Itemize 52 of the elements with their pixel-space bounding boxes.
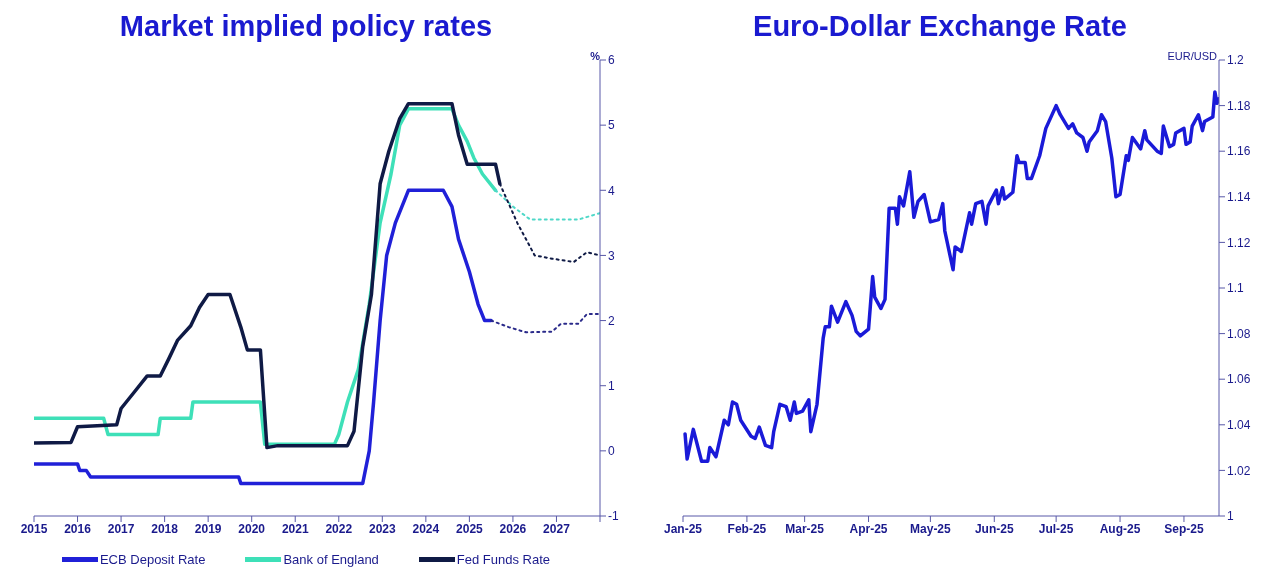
y-tick-label: 1.12 bbox=[1227, 235, 1251, 250]
y-tick-label: -1 bbox=[608, 509, 619, 524]
x-tick-label: 2020 bbox=[238, 521, 266, 536]
line-series bbox=[34, 188, 493, 486]
x-tick-label: Aug-25 bbox=[1099, 521, 1141, 536]
y-tick-label: 5 bbox=[608, 118, 615, 133]
x-tick-label: 2025 bbox=[456, 521, 484, 536]
x-tick-label: 2016 bbox=[64, 521, 92, 536]
x-tick-label: 2015 bbox=[20, 521, 48, 536]
x-tick-label: Jun-25 bbox=[974, 521, 1014, 536]
x-tick-label: 2021 bbox=[281, 521, 309, 536]
line-series bbox=[683, 90, 1219, 464]
y-tick-label: 1 bbox=[1227, 509, 1234, 524]
x-tick-label: Sep-25 bbox=[1164, 521, 1204, 536]
x-tick-label: 2027 bbox=[543, 521, 571, 536]
y-tick-label: 1.18 bbox=[1227, 98, 1251, 113]
x-tick-label: Jan-25 bbox=[663, 521, 703, 536]
y-tick-label: 0 bbox=[608, 444, 615, 459]
line-series bbox=[490, 313, 600, 334]
y-tick-label: 1.1 bbox=[1227, 281, 1245, 296]
x-tick-label: Jul-25 bbox=[1038, 521, 1074, 536]
x-tick-label: 2024 bbox=[412, 521, 440, 536]
legend-label: Bank of England bbox=[283, 552, 379, 567]
x-tick-label: Apr-25 bbox=[849, 521, 888, 536]
x-tick-label: 2018 bbox=[151, 521, 179, 536]
chart-title: Market implied policy rates bbox=[118, 9, 494, 44]
x-tick-label: 2026 bbox=[499, 521, 527, 536]
y-tick-label: 1.08 bbox=[1227, 326, 1251, 341]
y-tick-label: 4 bbox=[608, 183, 615, 198]
y-tick-label: 3 bbox=[608, 248, 615, 263]
legend-label: Fed Funds Rate bbox=[456, 552, 551, 567]
y-tick-label: 1.2 bbox=[1227, 53, 1245, 68]
y-tick-label: 1.16 bbox=[1227, 144, 1251, 159]
y-tick-label: 1.02 bbox=[1227, 463, 1251, 478]
y-axis-title: EUR/USD bbox=[1167, 50, 1217, 62]
y-tick-label: 2 bbox=[608, 313, 615, 328]
x-tick-label: 2017 bbox=[107, 521, 135, 536]
x-tick-label: Mar-25 bbox=[785, 521, 825, 536]
y-tick-label: 1 bbox=[608, 378, 615, 393]
y-tick-label: 1.04 bbox=[1227, 418, 1251, 433]
x-tick-label: 2022 bbox=[325, 521, 353, 536]
line-series bbox=[494, 189, 600, 221]
legend-label: ECB Deposit Rate bbox=[99, 552, 206, 567]
y-tick-label: 1.06 bbox=[1227, 372, 1251, 387]
y-tick-label: 6 bbox=[608, 53, 615, 68]
chart-title: Euro-Dollar Exchange Rate bbox=[752, 9, 1128, 44]
x-tick-label: Feb-25 bbox=[727, 521, 767, 536]
y-tick-label: 1.14 bbox=[1227, 190, 1251, 205]
x-tick-label: May-25 bbox=[910, 521, 952, 536]
x-tick-label: 2023 bbox=[368, 521, 396, 536]
x-tick-label: 2019 bbox=[194, 521, 222, 536]
y-axis-title: % bbox=[590, 50, 600, 62]
